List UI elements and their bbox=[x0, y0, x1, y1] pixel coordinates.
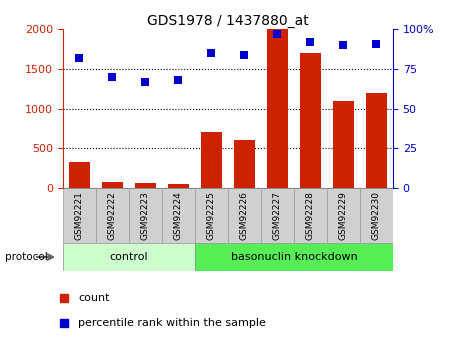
Bar bbox=[365, 93, 387, 188]
Bar bbox=[294, 188, 327, 243]
Bar bbox=[63, 243, 195, 271]
Point bbox=[273, 31, 281, 37]
Bar bbox=[261, 188, 294, 243]
Bar bbox=[233, 140, 255, 188]
Text: protocol: protocol bbox=[5, 252, 47, 262]
Text: GSM92227: GSM92227 bbox=[273, 191, 282, 240]
Text: count: count bbox=[78, 293, 109, 303]
Text: GSM92224: GSM92224 bbox=[174, 191, 183, 240]
Point bbox=[207, 50, 215, 56]
Bar bbox=[68, 162, 90, 188]
Bar bbox=[200, 132, 222, 188]
Bar bbox=[266, 29, 288, 188]
Text: GSM92229: GSM92229 bbox=[339, 191, 348, 240]
Bar bbox=[167, 184, 189, 188]
Bar bbox=[96, 188, 129, 243]
Title: GDS1978 / 1437880_at: GDS1978 / 1437880_at bbox=[147, 14, 309, 28]
Text: control: control bbox=[109, 252, 148, 262]
Bar bbox=[195, 243, 393, 271]
Bar bbox=[360, 188, 393, 243]
Point bbox=[174, 77, 182, 83]
Bar bbox=[129, 188, 162, 243]
Text: GSM92230: GSM92230 bbox=[372, 191, 381, 240]
Text: GSM92221: GSM92221 bbox=[75, 191, 84, 240]
Point bbox=[141, 79, 149, 85]
Bar bbox=[327, 188, 360, 243]
Bar bbox=[299, 53, 321, 188]
Text: GSM92225: GSM92225 bbox=[207, 191, 216, 240]
Point bbox=[241, 52, 248, 58]
Bar bbox=[101, 182, 123, 188]
Text: GSM92228: GSM92228 bbox=[306, 191, 315, 240]
Point bbox=[60, 320, 68, 325]
Point bbox=[339, 42, 347, 48]
Point bbox=[75, 55, 83, 61]
Bar bbox=[228, 188, 261, 243]
Bar bbox=[195, 188, 228, 243]
Point bbox=[60, 296, 68, 301]
Bar bbox=[332, 101, 354, 188]
Bar bbox=[162, 188, 195, 243]
Point bbox=[307, 39, 314, 45]
Point bbox=[108, 74, 116, 80]
Text: GSM92226: GSM92226 bbox=[240, 191, 249, 240]
Text: GSM92223: GSM92223 bbox=[141, 191, 150, 240]
Point bbox=[372, 41, 380, 46]
Text: GSM92222: GSM92222 bbox=[108, 191, 117, 240]
Bar bbox=[63, 188, 96, 243]
Bar bbox=[134, 183, 156, 188]
Text: basonuclin knockdown: basonuclin knockdown bbox=[231, 252, 357, 262]
Text: percentile rank within the sample: percentile rank within the sample bbox=[78, 318, 266, 328]
